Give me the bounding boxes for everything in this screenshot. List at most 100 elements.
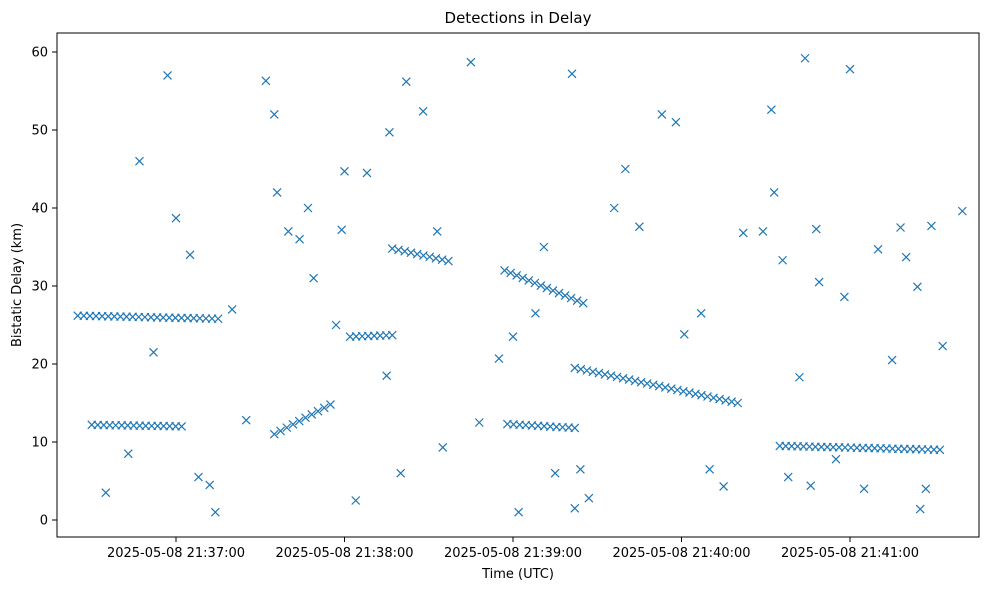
data-point xyxy=(806,481,816,491)
y-axis: 0 10 20 30 40 50 60 xyxy=(31,46,57,529)
data-point xyxy=(418,106,428,116)
data-point xyxy=(351,496,361,505)
data-point xyxy=(957,206,967,216)
y-tick-label: 30 xyxy=(31,280,48,295)
data-point xyxy=(396,468,406,478)
data-point xyxy=(506,268,516,278)
data-point xyxy=(309,273,319,283)
data-point xyxy=(401,77,411,87)
y-tick-label: 20 xyxy=(31,358,48,373)
data-point xyxy=(205,480,215,490)
data-point xyxy=(778,255,788,265)
data-point xyxy=(912,282,922,292)
data-point xyxy=(575,464,585,474)
data-point xyxy=(149,347,158,357)
data-point xyxy=(566,293,576,303)
data-point xyxy=(494,354,504,363)
data-point xyxy=(927,221,936,231)
data-point xyxy=(671,117,681,127)
y-tick-label: 50 xyxy=(31,124,48,139)
data-point xyxy=(340,166,349,176)
data-point xyxy=(301,413,310,423)
data-point xyxy=(474,418,484,427)
x-axis: 2025-05-08 21:37:00 2025-05-08 21:38:00 20… xyxy=(107,537,919,561)
data-point xyxy=(185,250,195,260)
data-point xyxy=(766,105,776,115)
data-point xyxy=(719,482,729,491)
data-point xyxy=(738,228,748,238)
data-point xyxy=(887,355,897,365)
data-point xyxy=(307,410,317,419)
data-point xyxy=(530,278,540,288)
data-point xyxy=(362,168,372,178)
data-point xyxy=(512,271,522,280)
data-point xyxy=(733,398,743,408)
data-point xyxy=(276,426,285,436)
data-point xyxy=(101,488,111,498)
data-point xyxy=(634,222,644,232)
data-point xyxy=(705,464,715,474)
data-point xyxy=(935,445,945,455)
data-point xyxy=(210,507,220,517)
data-point xyxy=(795,372,804,382)
data-point xyxy=(873,244,883,254)
x-tick-label: 2025-05-08 21:37:00 xyxy=(107,546,245,561)
data-point xyxy=(542,283,552,293)
data-point xyxy=(839,292,849,302)
data-point xyxy=(531,308,540,318)
data-point xyxy=(382,371,392,381)
data-point xyxy=(524,276,534,285)
data-point xyxy=(769,187,779,197)
data-point xyxy=(758,226,768,236)
data-point xyxy=(560,291,570,301)
data-point xyxy=(696,308,706,318)
data-point xyxy=(385,127,394,137)
data-point xyxy=(584,493,594,503)
y-tick-label: 0 xyxy=(40,514,48,529)
x-tick-label: 2025-05-08 21:40:00 xyxy=(612,546,750,561)
data-point xyxy=(572,296,582,306)
data-point xyxy=(831,454,841,464)
data-point xyxy=(123,449,133,459)
data-point xyxy=(438,443,448,452)
data-point xyxy=(282,423,292,433)
data-point xyxy=(432,226,442,236)
x-tick-label: 2025-05-08 21:39:00 xyxy=(444,546,582,561)
plot-frame xyxy=(56,32,980,538)
data-point xyxy=(269,109,279,119)
data-point xyxy=(578,298,588,308)
data-point xyxy=(261,76,271,86)
data-point xyxy=(500,265,509,275)
data-point xyxy=(518,273,528,283)
data-point xyxy=(609,203,619,213)
data-point xyxy=(938,341,948,351)
y-tick-label: 60 xyxy=(31,46,48,61)
data-point xyxy=(177,421,187,431)
x-tick-label: 2025-05-08 21:38:00 xyxy=(275,546,413,561)
data-point xyxy=(387,330,397,340)
data-point xyxy=(319,403,329,413)
data-point xyxy=(896,223,905,232)
y-axis-label: Bistatic Delay (km) xyxy=(10,223,25,347)
data-point xyxy=(554,288,564,298)
y-tick-label: 10 xyxy=(31,436,48,451)
data-point xyxy=(194,472,203,482)
chart-title: Detections in Delay xyxy=(445,9,592,27)
data-point xyxy=(227,304,237,314)
data-point xyxy=(135,156,144,166)
data-point xyxy=(241,415,251,425)
data-point xyxy=(921,484,931,494)
data-point xyxy=(536,281,546,290)
data-point xyxy=(548,286,558,295)
data-point xyxy=(171,213,181,223)
data-point xyxy=(337,225,347,235)
data-point xyxy=(550,468,560,478)
data-point xyxy=(303,203,313,213)
data-point xyxy=(567,69,577,79)
data-point xyxy=(272,187,282,197)
data-point xyxy=(657,109,667,119)
data-point xyxy=(859,484,869,494)
data-point xyxy=(811,224,821,234)
data-point xyxy=(283,226,293,236)
